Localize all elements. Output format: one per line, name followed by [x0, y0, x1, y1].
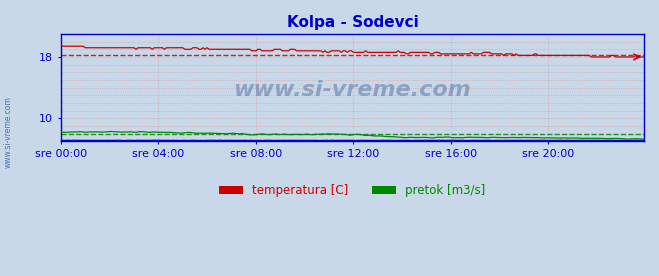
Title: Kolpa - Sodevci: Kolpa - Sodevci [287, 15, 418, 30]
Text: www.si-vreme.com: www.si-vreme.com [3, 97, 13, 168]
Text: www.si-vreme.com: www.si-vreme.com [233, 80, 471, 100]
Legend: temperatura [C], pretok [m3/s]: temperatura [C], pretok [m3/s] [215, 179, 490, 202]
